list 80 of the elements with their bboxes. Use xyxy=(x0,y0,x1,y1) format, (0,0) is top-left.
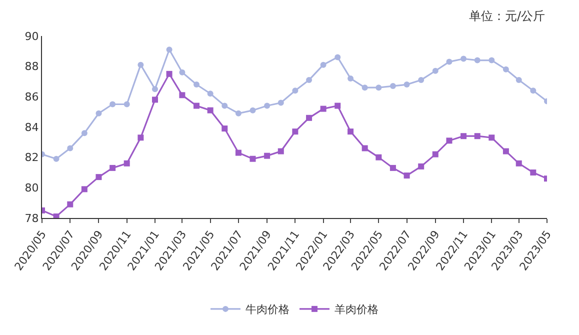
point xyxy=(67,201,74,208)
point xyxy=(235,110,242,116)
point xyxy=(460,133,467,140)
y-tick-label: 90 xyxy=(24,30,39,43)
point xyxy=(96,110,102,116)
point xyxy=(235,150,242,156)
point xyxy=(446,58,452,65)
point xyxy=(179,92,186,98)
point xyxy=(278,148,284,154)
point xyxy=(207,90,214,97)
point xyxy=(53,213,60,218)
point xyxy=(348,75,354,82)
point xyxy=(320,106,326,112)
point xyxy=(152,86,158,92)
point xyxy=(418,163,424,170)
point xyxy=(474,133,480,140)
point xyxy=(474,57,480,64)
point xyxy=(404,172,410,179)
legend-label: 羊肉价格 xyxy=(334,303,378,316)
point xyxy=(432,151,438,158)
point xyxy=(362,145,368,152)
point xyxy=(460,56,467,62)
point xyxy=(67,145,74,152)
point xyxy=(96,174,102,180)
text: 单位：元/公斤 xyxy=(469,9,546,23)
point xyxy=(222,126,228,132)
point xyxy=(334,102,341,109)
y-tick-label: 86 xyxy=(24,90,39,104)
y-tick-label: 88 xyxy=(24,60,39,74)
point xyxy=(179,69,186,76)
point xyxy=(250,156,256,162)
point xyxy=(264,152,270,159)
point xyxy=(306,76,312,83)
y-tick-label: 82 xyxy=(24,151,39,164)
point xyxy=(516,76,522,83)
point xyxy=(166,46,172,53)
point xyxy=(278,100,284,106)
point xyxy=(138,134,144,141)
point xyxy=(292,128,298,135)
point xyxy=(390,164,396,171)
point xyxy=(53,156,60,162)
point xyxy=(446,138,452,144)
y-tick-label: 78 xyxy=(24,212,39,225)
point xyxy=(110,164,116,171)
point xyxy=(530,170,536,176)
point xyxy=(390,83,396,90)
point xyxy=(138,62,144,68)
point xyxy=(418,76,424,83)
point xyxy=(152,96,158,103)
point xyxy=(502,148,509,154)
point xyxy=(376,154,382,160)
point xyxy=(250,107,256,114)
point xyxy=(124,101,130,108)
point xyxy=(194,82,200,88)
point xyxy=(124,160,130,166)
point xyxy=(334,54,341,60)
point xyxy=(320,62,326,68)
point xyxy=(81,186,88,192)
point xyxy=(264,102,270,109)
point xyxy=(502,66,509,72)
point xyxy=(207,107,214,114)
point xyxy=(306,114,312,121)
point xyxy=(194,102,200,109)
point xyxy=(376,84,382,91)
point xyxy=(362,84,368,91)
point xyxy=(530,88,536,94)
point xyxy=(516,160,522,166)
y-tick-label: 84 xyxy=(24,120,39,134)
point xyxy=(404,82,410,88)
y-tick-label: 80 xyxy=(24,182,39,195)
point xyxy=(166,70,172,77)
point xyxy=(488,134,495,141)
point xyxy=(348,128,354,135)
legend-label: 牛肉价格 xyxy=(246,303,290,316)
point xyxy=(110,101,116,108)
point xyxy=(292,88,298,94)
point xyxy=(81,130,88,136)
point xyxy=(222,102,228,109)
point xyxy=(488,57,495,64)
point xyxy=(432,68,438,74)
